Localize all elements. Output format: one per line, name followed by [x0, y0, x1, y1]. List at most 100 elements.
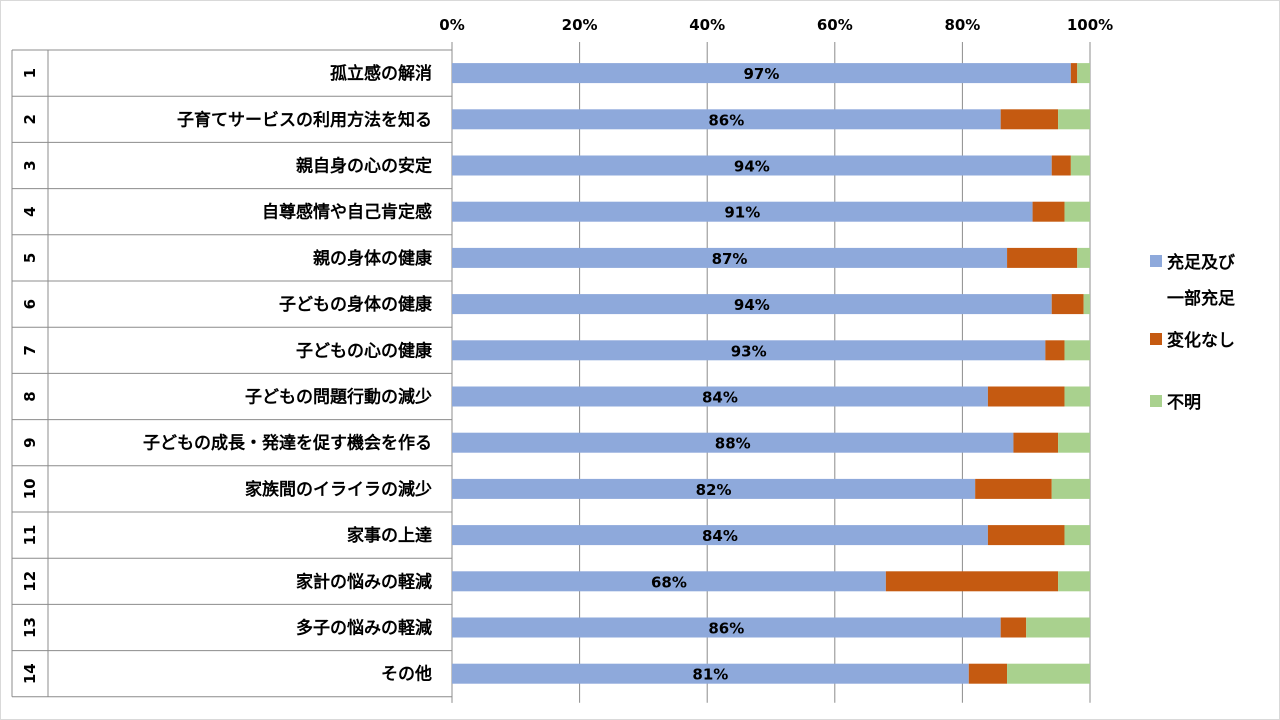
data-label: 91% [724, 204, 760, 222]
category-table: 1 孤立感の解消 2 子育てサービスの利用方法を知る 3 親自身の心の安定 4 自尊感情や自己… [11, 49, 453, 703]
data-label: 88% [715, 435, 751, 453]
bar-segment-unknown [1077, 63, 1090, 84]
row-number: 3 [21, 160, 39, 170]
bar-segment-fulfilled [452, 201, 1033, 222]
bar-segment-fulfilled [452, 340, 1046, 361]
category-label: 親の身体の健康 [313, 248, 433, 269]
row-number: 2 [21, 114, 39, 124]
bar-segment-no-change [987, 525, 1065, 546]
x-axis-ticks: 0% 20% 40% 60% 80% 100% [439, 16, 1113, 34]
category-label: 子どもの成長・発達を促す機会を作る [143, 433, 432, 454]
data-label: 82% [696, 481, 732, 499]
data-label: 68% [651, 573, 687, 591]
x-tick-label: 60% [817, 16, 853, 34]
row-number: 10 [21, 478, 39, 499]
bar-segment-no-change [975, 478, 1052, 499]
bar-segment-no-change [885, 571, 1059, 592]
bar-segment-fulfilled [452, 571, 886, 592]
bar-segment-fulfilled [452, 432, 1014, 453]
bar-segment-unknown [1064, 525, 1090, 546]
bar-segment-fulfilled [452, 478, 976, 499]
bar-segment-fulfilled [452, 247, 1008, 268]
bar-segment-fulfilled [452, 386, 988, 407]
legend-swatch [1150, 395, 1162, 407]
legend-label: 一部充足 [1167, 288, 1235, 309]
bar-segment-no-change [1045, 340, 1065, 361]
bar-segment-no-change [1032, 201, 1065, 222]
bar-segment-unknown [1064, 201, 1090, 222]
bar-segment-no-change [1000, 109, 1059, 130]
bar-segment-fulfilled [452, 109, 1001, 130]
x-tick-label: 0% [439, 16, 464, 34]
data-label: 81% [692, 666, 728, 684]
row-number: 8 [21, 391, 39, 401]
row-number: 13 [21, 617, 39, 638]
x-tick-label: 20% [562, 16, 598, 34]
bar-segment-fulfilled [452, 525, 988, 546]
bar-segment-unknown [1058, 109, 1090, 130]
bar-segment-no-change [1051, 294, 1084, 315]
bar-segment-no-change [1007, 247, 1078, 268]
category-label: 子どもの問題行動の減少 [245, 387, 432, 408]
data-labels: 97% 86% 94% 91% 87% 94% 93% 84% 88% 82% 84% 68% 86% 8… [651, 65, 779, 684]
bar-segment-unknown [1064, 340, 1090, 361]
legend-label: 充足及び [1167, 252, 1235, 273]
legend-swatch [1150, 255, 1162, 267]
data-label: 84% [702, 527, 738, 545]
data-label: 86% [708, 111, 744, 129]
bar-segment-unknown [1077, 247, 1090, 268]
legend-label: 不明 [1167, 393, 1201, 413]
bar-segment-unknown [1058, 571, 1090, 592]
category-label: 子どもの心の健康 [296, 340, 433, 361]
legend-swatch [1150, 333, 1162, 345]
row-number: 7 [21, 345, 39, 355]
bar-segment-fulfilled [452, 63, 1071, 84]
category-label: 多子の悩みの軽減 [296, 618, 432, 639]
bar-segment-unknown [1007, 663, 1090, 684]
bar-segment-unknown [1026, 617, 1090, 638]
data-label: 84% [702, 389, 738, 407]
bar-segment-fulfilled [452, 617, 1001, 638]
row-number: 12 [21, 571, 39, 592]
row-number: 5 [21, 253, 39, 263]
category-label: 孤立感の解消 [330, 63, 432, 84]
bar-segment-no-change [968, 663, 1008, 684]
x-tick-label: 80% [944, 16, 980, 34]
category-label: 家事の上達 [347, 525, 432, 546]
bars [452, 63, 1090, 684]
bar-segment-unknown [1064, 386, 1090, 407]
bar-segment-no-change [1013, 432, 1059, 453]
category-label: 家計の悩みの軽減 [296, 571, 432, 592]
row-number: 1 [21, 68, 39, 78]
bar-segment-no-change [1070, 63, 1078, 84]
bar-segment-unknown [1083, 294, 1090, 315]
data-label: 94% [734, 158, 770, 176]
x-tick-label: 40% [689, 16, 725, 34]
data-label: 94% [734, 296, 770, 314]
bar-segment-fulfilled [452, 155, 1052, 176]
row-number: 4 [21, 206, 39, 216]
bar-segment-unknown [1070, 155, 1090, 176]
bar-segment-fulfilled [452, 663, 969, 684]
category-label: その他 [381, 664, 432, 685]
category-label: 親自身の心の安定 [296, 156, 432, 177]
bar-segment-unknown [1051, 478, 1090, 499]
row-number: 6 [21, 299, 39, 309]
bar-segment-fulfilled [452, 294, 1052, 315]
bar-segment-unknown [1058, 432, 1090, 453]
category-label: 自尊感情や自己肯定感 [262, 202, 432, 223]
data-label: 86% [708, 620, 744, 638]
bar-segment-no-change [1051, 155, 1071, 176]
category-label: 子育てサービスの利用方法を知る [177, 109, 432, 130]
category-label: 家族間のイライラの減少 [245, 479, 432, 500]
bar-segment-no-change [987, 386, 1065, 407]
x-tick-label: 100% [1067, 16, 1113, 34]
data-label: 93% [731, 342, 767, 360]
data-label: 87% [712, 250, 748, 268]
category-label: 子どもの身体の健康 [279, 294, 433, 315]
row-number: 14 [21, 663, 39, 684]
bar-segment-no-change [1000, 617, 1027, 638]
row-number: 9 [21, 437, 39, 447]
